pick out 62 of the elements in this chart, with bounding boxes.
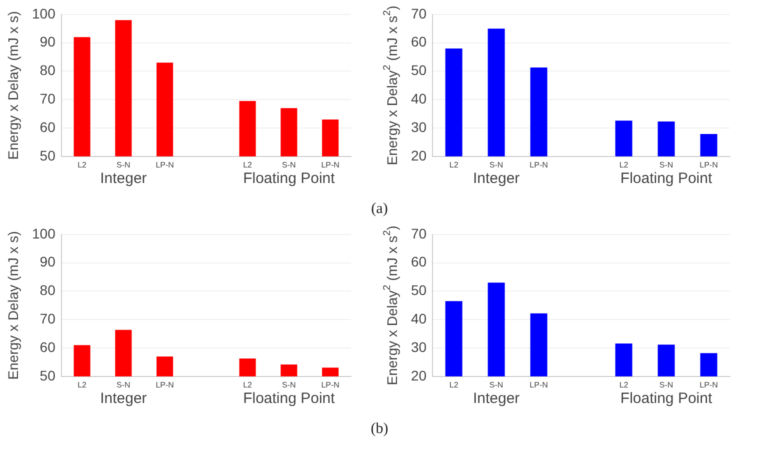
y-tick-label: 70: [410, 225, 427, 242]
x-tick-label: L2: [243, 160, 253, 170]
x-tick-label: LP-N: [156, 160, 174, 170]
y-tick-label: 60: [40, 118, 56, 135]
y-tick-label: 50: [410, 282, 427, 298]
y-tick-label: 90: [40, 34, 56, 50]
x-tick-label: LP-N: [321, 160, 340, 170]
x-tick-label: LP-N: [321, 380, 340, 390]
y-tick-label: 80: [40, 62, 56, 78]
y-tick-label: 70: [410, 5, 427, 22]
x-tick-label: L2: [78, 160, 88, 170]
x-tick-label: L2: [449, 160, 459, 170]
y-tick-label: 70: [40, 310, 56, 326]
y-axis-title: Energy x Delay (mJ x s): [4, 231, 21, 380]
text: Integer: [472, 390, 520, 408]
text: Floating Point: [620, 390, 713, 408]
y-tick-label: 100: [32, 5, 56, 22]
x-tick-label: L2: [78, 380, 88, 390]
y-tick-label: 40: [410, 90, 427, 106]
x-tick-label: S-N: [116, 160, 131, 170]
y-tick-label: 50: [40, 367, 56, 384]
x-tick-label: S-N: [282, 380, 296, 390]
y-tick-label: 90: [40, 254, 56, 270]
text: Integer: [100, 170, 147, 188]
text: Floating Point: [243, 390, 336, 408]
y-tick-label: 100: [32, 225, 56, 242]
y-axis-title: Energy x Delay (mJ x s): [4, 11, 21, 160]
y-tick-label: 60: [410, 254, 427, 270]
x-tick-label: S-N: [659, 160, 674, 170]
y-tick-label: 70: [40, 90, 56, 106]
x-tick-label: LP-N: [530, 380, 548, 390]
y-tick-label: 20: [410, 367, 427, 384]
text: (b): [370, 420, 390, 439]
text: Integer: [472, 170, 520, 188]
text: Integer: [100, 390, 147, 408]
y-tick-label: 30: [410, 118, 427, 135]
text: Floating Point: [620, 170, 713, 188]
x-tick-label: S-N: [116, 380, 131, 390]
x-tick-label: L2: [449, 380, 459, 390]
y-tick-label: 60: [40, 338, 56, 355]
y-tick-label: 50: [410, 62, 427, 78]
y-tick-label: 50: [40, 147, 56, 164]
x-tick-label: L2: [243, 380, 253, 390]
text: Floating Point: [243, 170, 336, 188]
x-tick-label: S-N: [282, 160, 296, 170]
x-tick-label: LP-N: [530, 160, 548, 170]
y-axis-title: Energy x Delay2 (mJ x s2): [382, 6, 400, 166]
y-axis-title: Energy x Delay2 (mJ x s2): [382, 226, 400, 386]
x-tick-label: S-N: [659, 380, 674, 390]
x-tick-label: LP-N: [156, 380, 174, 390]
x-tick-label: L2: [619, 160, 629, 170]
x-tick-label: S-N: [489, 380, 504, 390]
x-tick-label: L2: [619, 380, 629, 390]
y-tick-label: 20: [410, 147, 427, 164]
y-tick-label: 80: [40, 282, 56, 298]
y-tick-label: 30: [410, 338, 427, 355]
x-tick-label: S-N: [489, 160, 504, 170]
x-tick-label: LP-N: [700, 160, 718, 170]
text: (a): [370, 200, 389, 219]
y-tick-label: 60: [410, 34, 427, 50]
y-tick-label: 40: [410, 310, 427, 326]
x-tick-label: LP-N: [700, 380, 718, 390]
